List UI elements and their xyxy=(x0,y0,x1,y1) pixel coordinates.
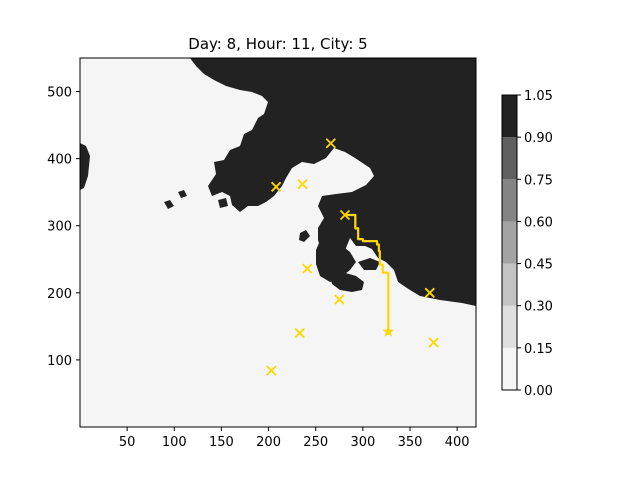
landmass-small-island-1 xyxy=(299,230,310,242)
y-tick-label: 200 xyxy=(47,287,72,302)
city-marker xyxy=(266,365,277,376)
city-marker xyxy=(297,178,308,190)
city-marker xyxy=(270,181,282,192)
x-tick-label: 50 xyxy=(119,435,136,450)
y-tick-label: 300 xyxy=(47,220,72,235)
colorbar-band xyxy=(502,347,517,390)
colorbar-tick-label: 0.60 xyxy=(524,215,553,230)
landmass-mainland xyxy=(190,58,476,306)
colorbar-tick-label: 1.05 xyxy=(524,89,553,104)
city-marker xyxy=(339,209,351,221)
landmass-southern-peninsula xyxy=(316,236,356,282)
city-marker xyxy=(302,263,313,274)
y-tick-label: 100 xyxy=(47,354,72,369)
landmass-layer xyxy=(80,58,476,306)
colorbar-tick-label: 0.90 xyxy=(524,131,553,146)
colorbar: 0.00 0.15 0.30 0.45 0.60 0.75 0.90 1.05 xyxy=(501,89,553,399)
colorbar-ticks: 0.00 0.15 0.30 0.45 0.60 0.75 0.90 1.05 xyxy=(517,89,553,399)
colorbar-band xyxy=(502,305,517,348)
city-marker xyxy=(424,287,435,298)
colorbar-tick-label: 0.15 xyxy=(524,342,553,357)
city-marker xyxy=(325,138,336,149)
colorbar-tick-label: 0.00 xyxy=(524,384,553,399)
x-tick-label: 250 xyxy=(303,435,328,450)
landmass-west-edge xyxy=(80,143,90,190)
landmass-small-island-3 xyxy=(178,190,187,198)
colorbar-swatches xyxy=(502,95,517,390)
landmass-small-island-4 xyxy=(238,184,254,196)
colorbar-band xyxy=(502,221,517,264)
city-marker xyxy=(294,327,305,339)
colorbar-band xyxy=(502,179,517,222)
landmass-island-a xyxy=(330,272,364,292)
landmass-small-island-2 xyxy=(164,200,174,209)
landmass-island-b xyxy=(358,258,380,270)
colorbar-band xyxy=(502,263,517,306)
colorbar-band xyxy=(502,137,517,180)
x-tick-label: 100 xyxy=(162,435,187,450)
y-tick-label: 400 xyxy=(47,153,72,168)
axes-frame xyxy=(79,57,477,428)
city-markers xyxy=(266,138,439,376)
x-tick-label: 150 xyxy=(209,435,234,450)
landmass-small-island-5 xyxy=(218,198,228,208)
x-axis: 50 100 150 200 250 300 350 400 xyxy=(119,427,470,450)
x-tick-label: 350 xyxy=(398,435,423,450)
y-axis: 100 200 300 400 500 xyxy=(47,86,80,369)
chart-title: Day: 8, Hour: 11, City: 5 xyxy=(188,35,367,53)
city-marker xyxy=(334,294,345,305)
map-axes: 50 100 150 200 250 300 350 400 100 200 300 400 500 xyxy=(47,57,477,450)
y-tick-label: 500 xyxy=(47,86,72,101)
city-marker xyxy=(428,337,439,348)
colorbar-frame xyxy=(501,94,518,391)
colorbar-tick-label: 0.30 xyxy=(524,300,553,315)
route-end-star xyxy=(382,325,395,337)
x-tick-label: 400 xyxy=(445,435,470,450)
colorbar-band xyxy=(502,95,517,138)
route-path xyxy=(344,213,390,332)
colorbar-tick-label: 0.75 xyxy=(524,173,553,188)
x-tick-label: 200 xyxy=(256,435,281,450)
colorbar-tick-label: 0.45 xyxy=(524,258,553,273)
x-tick-label: 300 xyxy=(350,435,375,450)
